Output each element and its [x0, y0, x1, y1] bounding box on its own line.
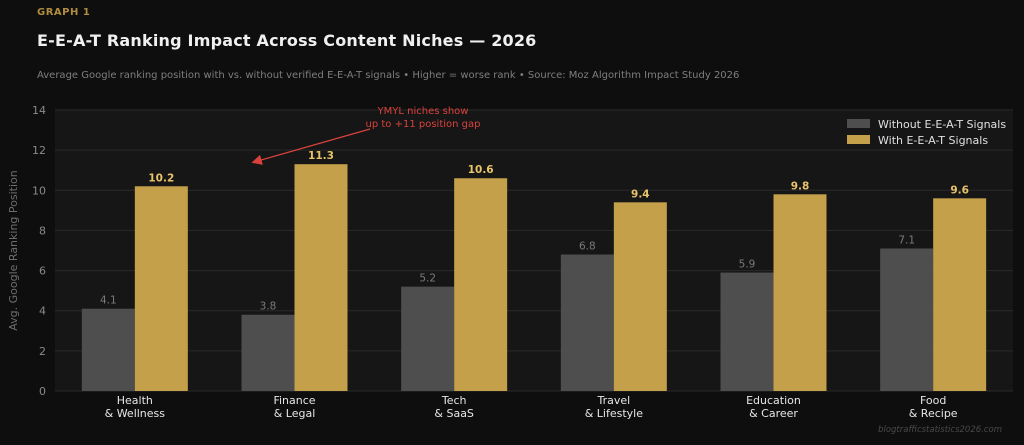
- bar-with-eeat: [613, 202, 667, 391]
- y-tick-label: 6: [39, 265, 46, 278]
- data-label-with: 10.2: [148, 172, 174, 184]
- annotation-text: YMYL niches show up to +11 position gap: [366, 106, 481, 130]
- data-label-with: 9.8: [791, 180, 810, 192]
- y-tick-label: 2: [39, 345, 46, 358]
- bar-without-eeat: [720, 272, 774, 391]
- data-label-with: 9.4: [631, 188, 650, 200]
- y-tick-label: 14: [32, 104, 46, 117]
- data-label-without: 6.8: [579, 241, 596, 253]
- bar-without-eeat: [241, 314, 295, 391]
- legend-label-without: Without E-E-A-T Signals: [878, 118, 1006, 131]
- watermark: blogtrafficstatistics2026.com: [878, 425, 1002, 435]
- y-tick-label: 4: [39, 305, 46, 318]
- data-label-with: 10.6: [468, 164, 494, 176]
- data-label-without: 5.9: [739, 259, 756, 271]
- legend-label-with: With E-E-A-T Signals: [878, 134, 988, 147]
- annotation-arrow: [251, 128, 371, 165]
- bar-without-eeat: [401, 286, 455, 391]
- bar-without-eeat: [560, 254, 614, 391]
- bar-with-eeat: [134, 186, 188, 391]
- bar-without-eeat: [880, 248, 934, 391]
- y-tick-label: 0: [39, 385, 46, 398]
- bar-with-eeat: [454, 178, 508, 391]
- x-tick-label: Tech & SaaS: [434, 394, 474, 420]
- data-label-with: 9.6: [950, 184, 969, 196]
- x-tick-label: Travel & Lifestyle: [585, 394, 644, 420]
- x-tick-label: Food & Recipe: [909, 394, 958, 420]
- x-tick-label: Education & Career: [746, 394, 801, 420]
- bar-with-eeat: [773, 194, 827, 391]
- y-axis-label: Avg. Google Ranking Position: [7, 170, 20, 331]
- legend-swatch-with: [847, 135, 870, 144]
- data-label-without: 4.1: [100, 295, 117, 307]
- bar-with-eeat: [294, 164, 348, 391]
- x-tick-label: Finance & Legal: [273, 394, 315, 420]
- graph-kicker: GRAPH 1: [37, 7, 91, 18]
- chart-subtitle: Average Google ranking position with vs.…: [37, 70, 740, 81]
- y-tick-label: 10: [32, 184, 46, 197]
- x-tick-label: Health & Wellness: [105, 394, 166, 420]
- bar-with-eeat: [933, 198, 987, 391]
- data-label-with: 11.3: [308, 150, 334, 162]
- legend-swatch-without: [847, 119, 870, 128]
- y-tick-label: 12: [32, 144, 46, 157]
- plot-area: [55, 110, 1013, 391]
- bar-without-eeat: [81, 308, 135, 391]
- data-label-without: 3.8: [260, 301, 277, 313]
- chart-title: E-E-A-T Ranking Impact Across Content Ni…: [37, 31, 537, 50]
- y-tick-label: 8: [39, 224, 46, 237]
- data-label-without: 5.2: [419, 273, 436, 285]
- data-label-without: 7.1: [898, 234, 915, 246]
